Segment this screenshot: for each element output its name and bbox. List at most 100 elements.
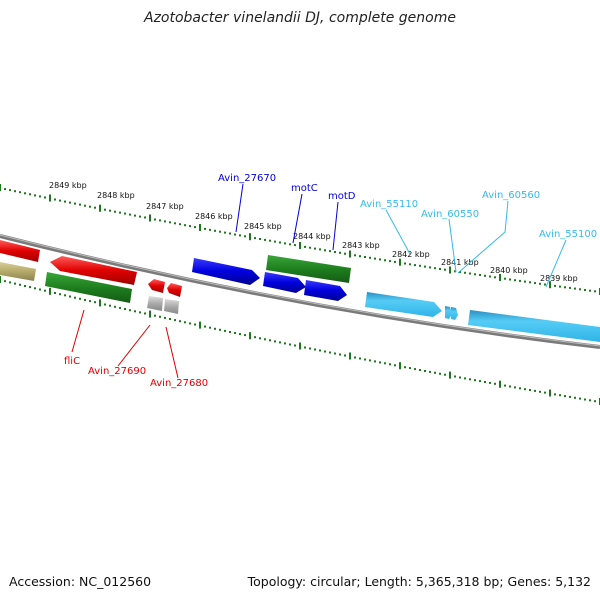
lower-ruler-minor-tick: [129, 309, 131, 312]
gene-gray-arrow[interactable]: [147, 296, 163, 311]
upper-ruler-minor-tick: [244, 235, 246, 238]
label-motc[interactable]: motC: [291, 183, 318, 194]
lower-ruler-minor-tick: [539, 390, 541, 393]
label-avin-27670[interactable]: Avin_27670: [218, 173, 276, 184]
gene-avin-27690-arrow[interactable]: [148, 279, 165, 293]
upper-ruler-minor-tick: [319, 248, 321, 251]
lower-ruler-minor-tick: [44, 289, 46, 292]
gene-motD-arrow[interactable]: [304, 280, 347, 301]
lower-ruler-minor-tick: [164, 316, 166, 319]
upper-ruler-minor-tick: [289, 243, 291, 246]
upper-ruler-major-tick: [49, 194, 51, 202]
upper-ruler-minor-tick: [59, 199, 61, 202]
lower-ruler-minor-tick: [569, 395, 571, 398]
lower-ruler-major-tick: [149, 310, 151, 318]
lower-ruler-minor-tick: [154, 314, 156, 317]
lower-ruler-major-tick: [249, 332, 251, 340]
upper-ruler-minor-tick: [534, 282, 536, 285]
label-avin-27680[interactable]: Avin_27680: [150, 378, 208, 389]
upper-ruler-minor-tick: [4, 188, 6, 191]
upper-ruler-minor-tick: [559, 285, 561, 288]
upper-ruler-minor-tick: [424, 265, 426, 268]
lower-ruler-minor-tick: [144, 312, 146, 315]
gene-avin-55100-arrow[interactable]: [468, 310, 600, 342]
lower-ruler-minor-tick: [534, 389, 536, 392]
gene-group-red: [0, 240, 182, 297]
upper-ruler-minor-tick: [524, 280, 526, 283]
gene-avin-60550-arrow[interactable]: [445, 306, 452, 319]
upper-ruler-minor-tick: [444, 268, 446, 271]
upper-ruler-minor-tick: [314, 247, 316, 250]
upper-ruler-minor-tick: [439, 268, 441, 270]
lower-ruler-minor-tick: [244, 334, 246, 337]
upper-ruler-minor-tick: [479, 274, 481, 276]
lower-ruler-major-tick: [99, 299, 101, 307]
lower-ruler-minor-tick: [189, 322, 191, 325]
upper-ruler-minor-tick: [239, 234, 241, 237]
label-avin-60560[interactable]: Avin_60560: [482, 190, 540, 201]
lower-ruler-minor-tick: [29, 286, 31, 289]
gene-gray-arrow[interactable]: [164, 299, 179, 314]
lower-ruler-minor-tick: [224, 329, 226, 332]
gene-avin-27670-arrow[interactable]: [192, 258, 260, 285]
lower-ruler-major-tick: [549, 389, 551, 397]
gene-avin-27680-arrow[interactable]: [167, 283, 182, 297]
gene-avin-55110-arrow[interactable]: [365, 292, 442, 317]
lower-ruler-minor-tick: [444, 373, 446, 376]
gene-group-green: [45, 255, 351, 303]
lower-ruler-minor-tick: [214, 327, 216, 330]
label-avin-55100[interactable]: Avin_55100: [539, 229, 597, 240]
upper-ruler-minor-tick: [344, 252, 346, 255]
label-motd[interactable]: motD: [328, 191, 356, 202]
lower-ruler-minor-tick: [264, 338, 266, 341]
gene-olive-arrow[interactable]: [0, 262, 36, 281]
upper-ruler-minor-tick: [284, 242, 286, 245]
gene-fliC-region-arrow[interactable]: [50, 256, 137, 285]
upper-ruler-minor-tick: [114, 210, 116, 213]
lower-ruler-minor-tick: [434, 371, 436, 374]
gene-arrow[interactable]: [0, 240, 40, 262]
lower-ruler-minor-tick: [414, 368, 416, 371]
upper-ruler-minor-tick: [34, 194, 36, 197]
lower-ruler-minor-tick: [24, 285, 26, 287]
upper-ruler-major-tick: [499, 274, 501, 281]
upper-ruler-minor-tick: [364, 256, 366, 258]
lower-ruler-minor-tick: [19, 283, 21, 286]
upper-ruler-minor-tick: [514, 279, 516, 282]
lower-ruler-minor-tick: [364, 358, 366, 361]
gene-avin-60560-arrow[interactable]: [451, 307, 458, 320]
lower-ruler-minor-tick: [454, 375, 456, 378]
lower-ruler-minor-tick: [369, 359, 371, 362]
lower-ruler-minor-tick: [374, 360, 376, 363]
lower-ruler-minor-tick: [574, 396, 576, 399]
upper-ruler-major-tick: [0, 184, 1, 191]
lower-ruler-minor-tick: [259, 337, 261, 340]
tick-label: 2841 kbp: [441, 258, 479, 267]
label-avin-60550[interactable]: Avin_60550: [421, 209, 479, 220]
gene-motC-arrow[interactable]: [263, 272, 306, 293]
gene-green-arrow[interactable]: [266, 255, 351, 283]
upper-ruler-minor-tick: [94, 206, 96, 209]
lower-ruler-minor-tick: [484, 381, 486, 383]
lower-ruler-minor-tick: [234, 332, 236, 334]
upper-ruler-major-tick: [99, 204, 101, 212]
lower-ruler-major-tick: [199, 321, 201, 329]
upper-ruler-minor-tick: [334, 251, 336, 253]
gene-labels: fliC Avin_27690 Avin_27680 Avin_27670 mo…: [64, 173, 597, 389]
lower-ruler-minor-tick: [269, 339, 271, 342]
upper-ruler-minor-tick: [264, 238, 266, 241]
tick-label: 2844 kbp: [293, 232, 331, 241]
upper-ruler-minor-tick: [194, 226, 196, 229]
upper-ruler-major-tick: [299, 242, 301, 249]
lower-ruler-minor-tick: [529, 389, 531, 391]
label-avin-55110[interactable]: Avin_55110: [360, 199, 418, 210]
lower-ruler-minor-tick: [324, 350, 326, 353]
upper-ruler-minor-tick: [529, 281, 531, 284]
label-flic[interactable]: fliC: [64, 356, 80, 367]
upper-ruler-minor-tick: [84, 204, 86, 207]
label-avin-27690[interactable]: Avin_27690: [88, 366, 146, 377]
upper-ruler-minor-tick: [74, 202, 76, 205]
gene-fliC-arrow[interactable]: [45, 272, 132, 303]
lower-ruler-minor-tick: [169, 318, 171, 320]
lower-ruler-minor-tick: [159, 315, 161, 318]
